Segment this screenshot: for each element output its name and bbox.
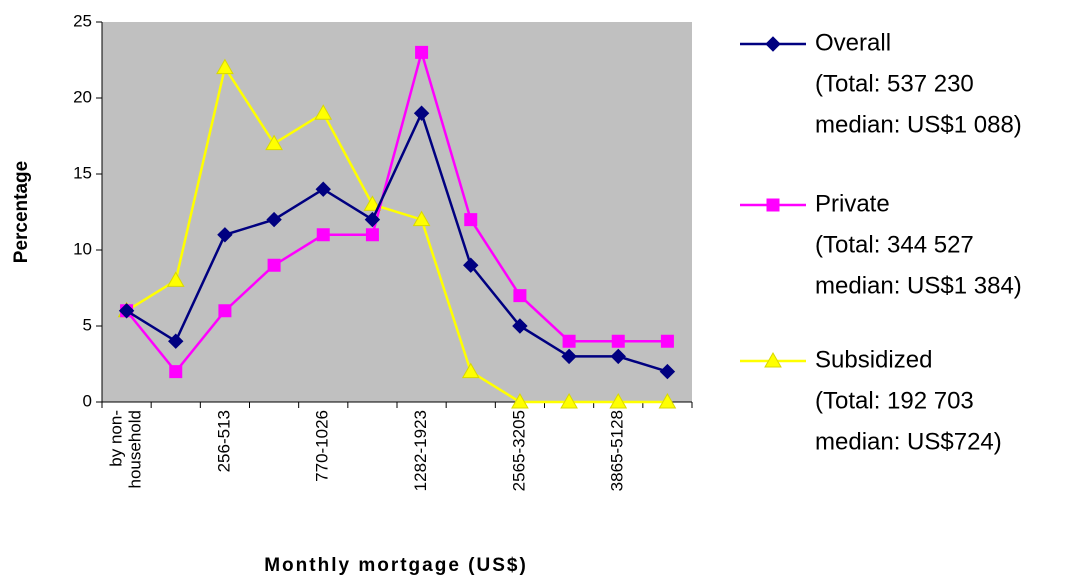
- legend-detail: median: US$724): [815, 428, 1002, 455]
- marker: [265, 134, 283, 151]
- marker: [415, 45, 429, 59]
- marker: [511, 392, 529, 409]
- marker: [363, 195, 382, 211]
- y-tick-label: 20: [73, 87, 92, 106]
- legend-detail: median: US$1 384): [815, 272, 1022, 299]
- marker: [166, 271, 185, 287]
- marker: [218, 304, 232, 318]
- y-tick-label: 25: [73, 11, 92, 30]
- x-tick-label: household: [126, 410, 145, 488]
- marker: [412, 210, 431, 227]
- y-tick-label: 10: [73, 239, 92, 258]
- x-tick-label: by non-: [107, 410, 126, 467]
- marker: [316, 228, 330, 242]
- marker: [267, 258, 281, 272]
- legend-marker: [765, 36, 781, 52]
- marker: [461, 362, 480, 379]
- series-line: [125, 64, 668, 404]
- marker: [314, 104, 333, 120]
- legend-detail: (Total: 192 703: [815, 387, 974, 414]
- y-axis-title: Percentage: [11, 161, 32, 263]
- marker: [315, 181, 331, 197]
- marker: [266, 211, 282, 228]
- marker: [216, 58, 234, 75]
- x-axis-title: Monthly mortgage (US$): [264, 555, 528, 576]
- marker: [610, 348, 626, 365]
- series-line: [125, 47, 668, 374]
- marker: [561, 348, 577, 365]
- legend-marker: [766, 198, 780, 212]
- marker: [512, 318, 528, 334]
- series-line: [125, 109, 668, 373]
- legend-detail: median: US$1 088): [815, 111, 1022, 138]
- x-tick-label: 3865-5128: [608, 410, 627, 491]
- marker: [217, 227, 233, 243]
- marker: [611, 334, 625, 348]
- x-tick-label: 2565-3205: [509, 410, 528, 491]
- marker: [560, 392, 578, 409]
- marker: [562, 334, 576, 348]
- marker: [463, 257, 479, 273]
- y-tick-label: 0: [83, 391, 92, 410]
- legend-detail: (Total: 344 527: [815, 231, 974, 258]
- legend-detail: (Total: 537 230: [815, 70, 974, 97]
- marker: [168, 333, 184, 349]
- marker: [659, 363, 676, 380]
- marker: [118, 303, 135, 319]
- marker: [609, 392, 628, 409]
- x-tick-label: 1282-1923: [411, 410, 430, 491]
- legend-label: Subsidized: [815, 346, 932, 373]
- legend-label: Private: [815, 190, 890, 217]
- marker: [365, 228, 379, 242]
- legend-label: Overall: [815, 29, 891, 56]
- marker: [413, 105, 430, 121]
- x-tick-label: 770-1026: [313, 410, 332, 482]
- marker: [660, 334, 674, 348]
- x-tick-label: 256-513: [214, 410, 233, 472]
- marker: [364, 211, 381, 228]
- legend-marker: [764, 351, 782, 368]
- y-tick-label: 5: [83, 315, 92, 334]
- y-tick-label: 15: [73, 163, 92, 182]
- marker: [658, 392, 677, 409]
- marker: [169, 365, 183, 379]
- marker: [464, 213, 478, 227]
- marker: [513, 289, 527, 303]
